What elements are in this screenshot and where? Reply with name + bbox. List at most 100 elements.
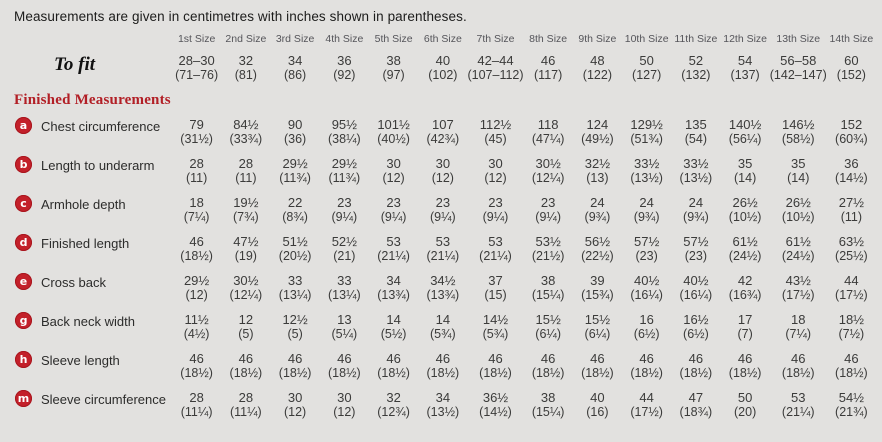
size-column-header: 10th Size xyxy=(624,33,669,45)
inch-value: (14½) xyxy=(479,405,512,419)
measurement-name: Chest circumference xyxy=(41,119,161,134)
measurement-value: 57½ (23) xyxy=(671,235,720,274)
measurement-value: 37 (15) xyxy=(467,274,523,313)
cm-value: 28 xyxy=(189,390,204,405)
inch-value: (5¾) xyxy=(429,327,456,341)
cm-value: 46 xyxy=(435,351,451,366)
row-letter-badge: e xyxy=(15,273,32,290)
inch-value: (107–112) xyxy=(467,68,524,82)
to-fit-value: 28–30 (71–76) xyxy=(172,54,221,84)
measurement-value: 34 (13½) xyxy=(418,391,467,430)
measurement-value: 47 (18¾) xyxy=(671,391,720,430)
inch-value: (12) xyxy=(283,405,307,419)
measurement-value: 57½ (23) xyxy=(622,235,671,274)
measurement-label: h Sleeve length xyxy=(14,351,172,368)
measurement-value: 124 (49½) xyxy=(573,118,622,157)
measurement-name: Cross back xyxy=(41,275,107,290)
inch-value: (38¼) xyxy=(328,132,361,146)
measurement-value: 23 (9¼) xyxy=(369,196,418,235)
cm-value: 54 xyxy=(737,53,753,68)
measurement-value: 34 (13¾) xyxy=(369,274,418,313)
measurement-value: 46 (18½) xyxy=(221,352,270,391)
inch-value: (19) xyxy=(234,249,257,263)
inch-value: (9¾) xyxy=(633,210,660,224)
measurement-name: Finished length xyxy=(41,236,130,251)
size-column-header: 3rd Size xyxy=(275,33,315,45)
inch-value: (14½) xyxy=(835,171,868,185)
measurement-value: 61½ (24½) xyxy=(721,235,770,274)
measurement-value: 146½ (58½) xyxy=(770,118,827,157)
inch-value: (42¾) xyxy=(426,132,460,146)
measurement-value: 46 (18½) xyxy=(827,352,876,391)
cm-value: 43½ xyxy=(785,273,811,288)
inch-value: (21¼) xyxy=(479,249,512,263)
size-column-header: 12th Size xyxy=(723,33,768,45)
measurement-value: 27½ (11) xyxy=(827,196,876,235)
cm-value: 90 xyxy=(287,117,303,132)
size-column-header: 4th Size xyxy=(325,33,364,45)
measurement-name: Length to underarm xyxy=(41,158,155,173)
inch-value: (16) xyxy=(586,405,609,419)
size-column-header: 9th Size xyxy=(578,33,617,45)
measurement-value: 32½ (13) xyxy=(573,157,622,196)
cm-value: 84½ xyxy=(233,117,259,132)
measurement-value: 17 (7) xyxy=(721,313,770,352)
cm-value: 46 xyxy=(287,351,303,366)
to-fit-value: 54 (137) xyxy=(721,54,770,84)
measurement-value: 16½ (6½) xyxy=(671,313,720,352)
size-table: 1st Size 2nd Size 3rd Size 4th Size 5th Size… xyxy=(14,33,876,430)
row-letter-badge: h xyxy=(15,351,32,368)
cm-value: 53 xyxy=(488,234,503,249)
cm-value: 44 xyxy=(844,273,859,288)
row-letter-badge: m xyxy=(15,390,32,407)
cm-value: 29½ xyxy=(331,156,357,171)
cm-value: 14 xyxy=(386,312,401,327)
cm-value: 152 xyxy=(840,117,863,132)
inch-value: (23) xyxy=(684,249,707,263)
measurement-value: 90 (36) xyxy=(270,118,319,157)
measurement-value: 18 (7¼) xyxy=(770,313,827,352)
measurement-value: 29½ (11¾) xyxy=(320,157,369,196)
measurement-value: 14 (5½) xyxy=(369,313,418,352)
cm-value: 38 xyxy=(386,53,401,68)
cm-value: 27½ xyxy=(838,195,865,210)
measurement-value: 24 (9¾) xyxy=(622,196,671,235)
cm-value: 40½ xyxy=(633,273,660,288)
measurement-value: 46 (18½) xyxy=(172,235,221,274)
inch-value: (51¾) xyxy=(630,132,663,146)
cm-value: 23 xyxy=(337,195,352,210)
measurement-value: 18 (7¼) xyxy=(172,196,221,235)
measurement-value: 61½ (24½) xyxy=(770,235,827,274)
inch-value: (7½) xyxy=(838,327,865,341)
inch-value: (25½) xyxy=(835,249,868,263)
measurement-value: 95½ (38¼) xyxy=(320,118,369,157)
cm-value: 53 xyxy=(435,234,451,249)
inch-value: (10½) xyxy=(728,210,762,224)
inch-value: (22½) xyxy=(581,249,614,263)
cm-value: 47 xyxy=(688,390,704,405)
inch-value: (40½) xyxy=(377,132,410,146)
measurement-value: 36 (14½) xyxy=(827,157,876,196)
cm-value: 14 xyxy=(435,312,451,327)
inch-value: (9¼) xyxy=(380,210,407,224)
cm-value: 48 xyxy=(590,53,605,68)
cm-value: 23 xyxy=(540,195,556,210)
inch-value: (9¼) xyxy=(429,210,456,224)
inch-value: (5¼) xyxy=(331,327,358,341)
inch-value: (18½) xyxy=(531,366,565,380)
measurement-value: 40½ (16¼) xyxy=(622,274,671,313)
row-letter-badge: d xyxy=(15,234,32,251)
cm-value: 28 xyxy=(238,390,254,405)
inch-value: (142–147) xyxy=(769,68,827,82)
inch-value: (6¼) xyxy=(584,327,611,341)
inch-value: (9¼) xyxy=(482,210,509,224)
cm-value: 61½ xyxy=(732,234,758,249)
inch-value: (36) xyxy=(283,132,307,146)
measurement-value: 50 (20) xyxy=(721,391,770,430)
cm-value: 32 xyxy=(386,390,401,405)
cm-value: 11½ xyxy=(184,312,209,327)
to-fit-value: 60 (152) xyxy=(827,54,876,84)
to-fit-value: 50 (127) xyxy=(622,54,671,84)
inch-value: (12) xyxy=(484,171,507,185)
measurement-value: 42 (16¾) xyxy=(721,274,770,313)
